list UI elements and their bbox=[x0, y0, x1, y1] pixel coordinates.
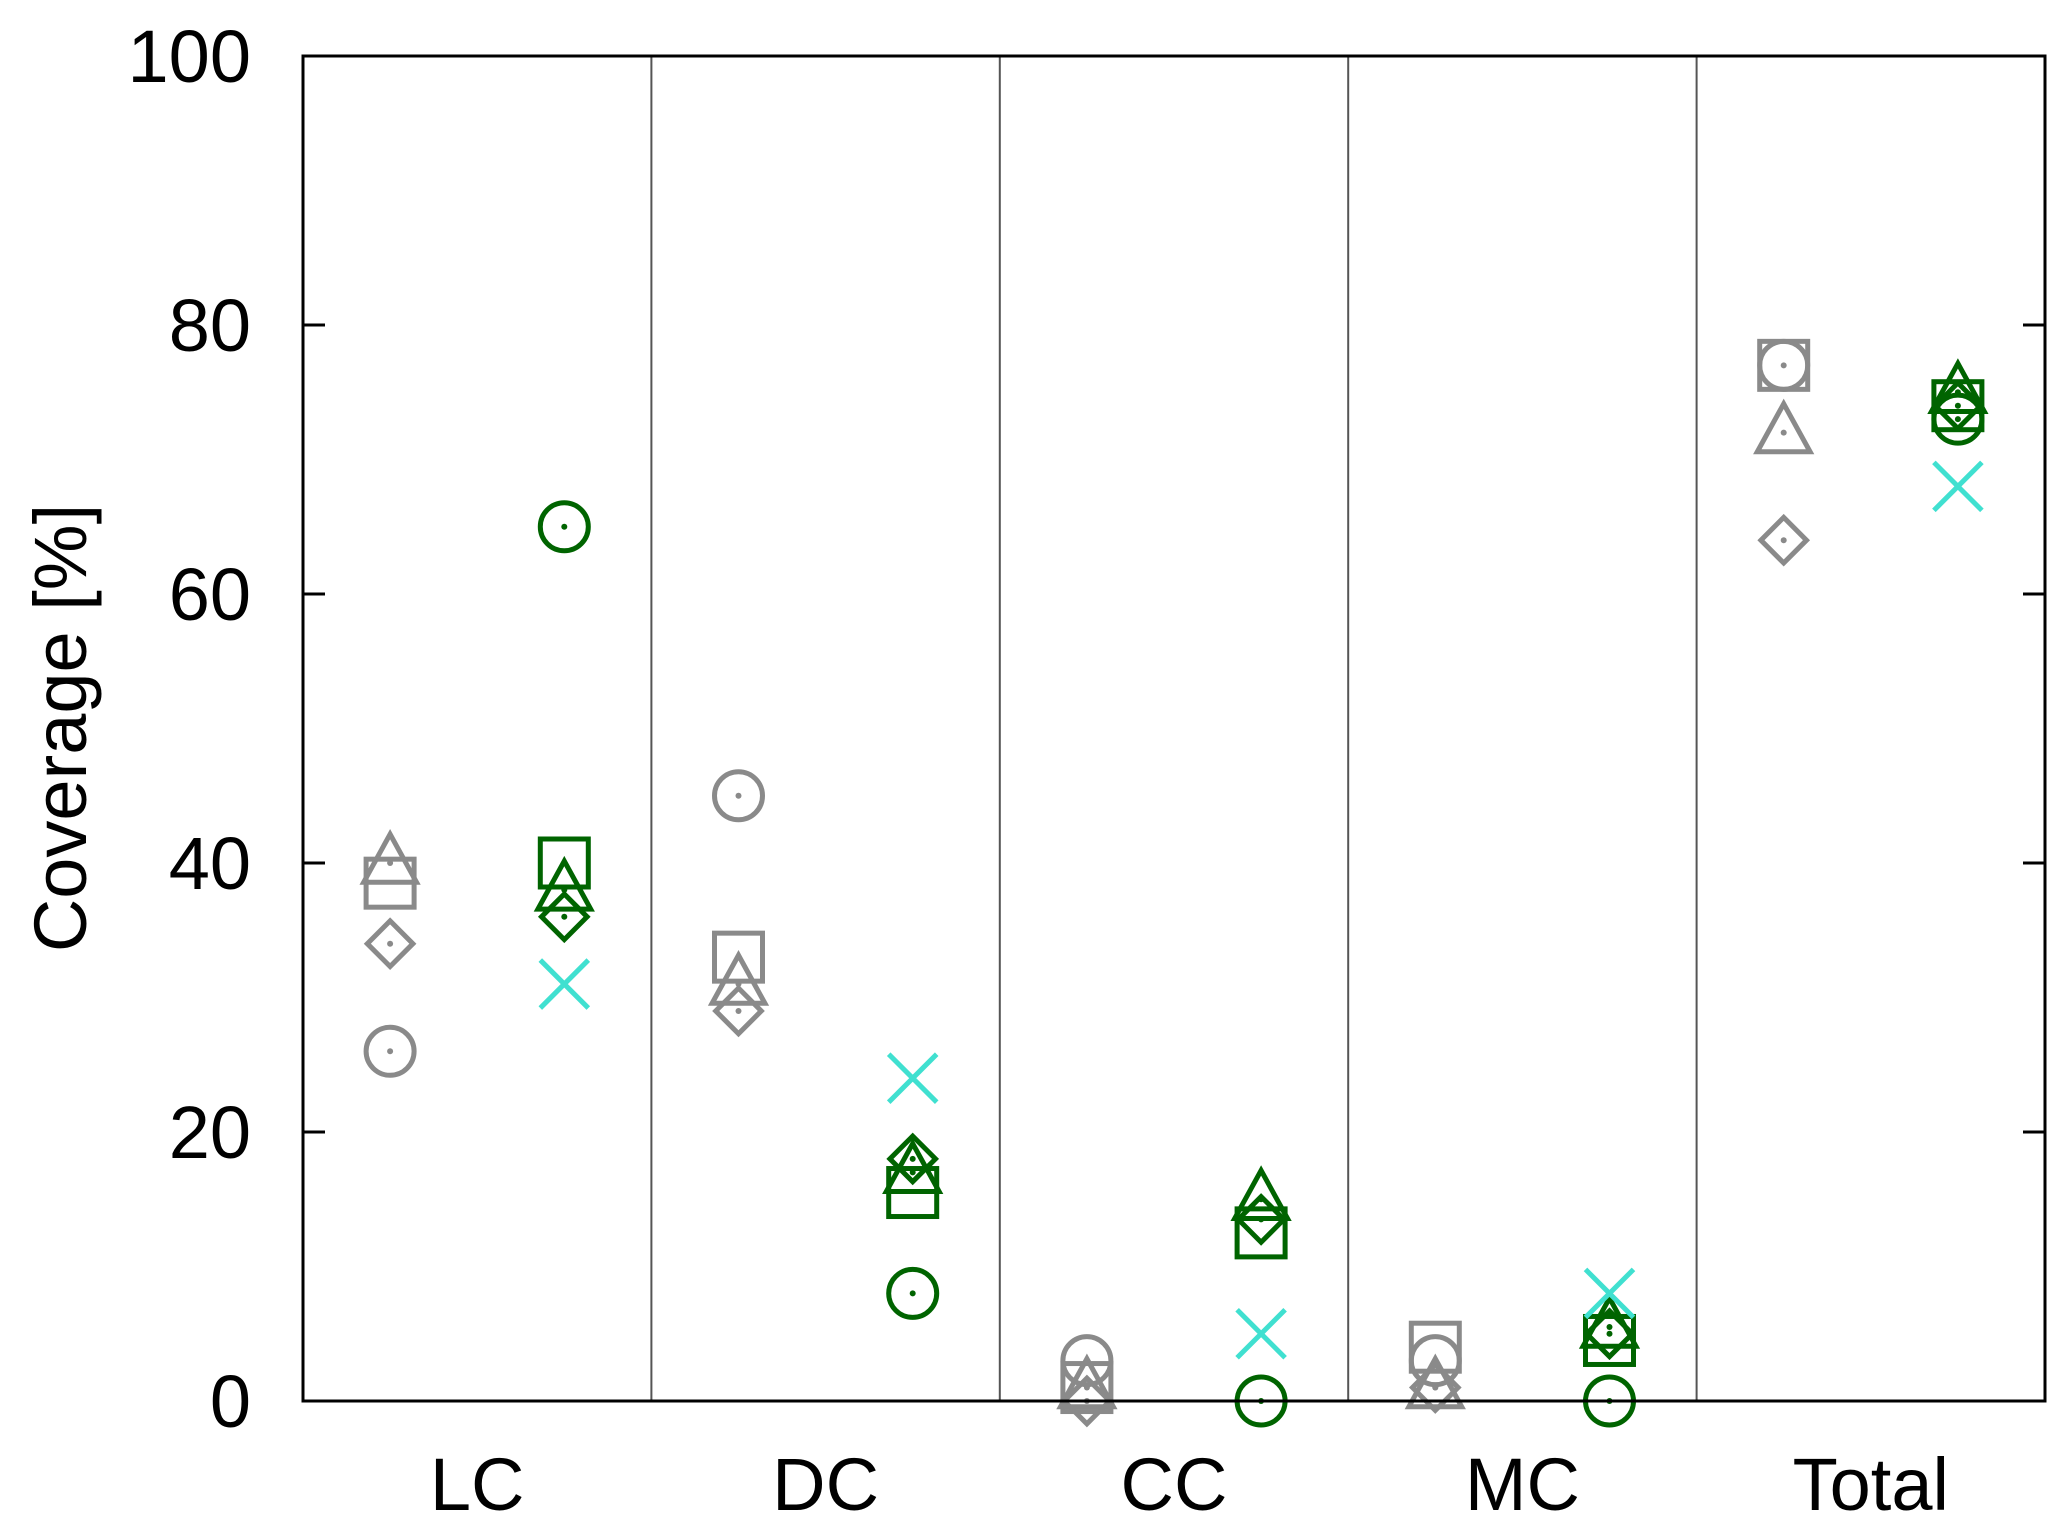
y-axis-ticks: 0 20 40 60 80 100 bbox=[128, 15, 2045, 1443]
x-tick-label: LC bbox=[430, 1443, 525, 1526]
data-point-gray-dotted-diamond bbox=[1757, 513, 1811, 567]
data-point-turquoise-cross bbox=[1583, 1267, 1636, 1320]
data-point-green-dotted-diamond bbox=[1583, 1307, 1636, 1361]
y-tick-label: 100 bbox=[128, 15, 251, 98]
marker-dot bbox=[1780, 362, 1787, 369]
marker-diamond bbox=[1757, 513, 1811, 567]
marker-dot bbox=[735, 1007, 742, 1014]
data-point-gray-dotted-circle bbox=[363, 1024, 417, 1078]
data-point-green-dotted-diamond bbox=[886, 1132, 940, 1186]
data-point-gray-dotted-diamond bbox=[1408, 1361, 1462, 1414]
y-tick-label: 0 bbox=[210, 1360, 251, 1443]
marker-triangle bbox=[707, 950, 770, 1006]
data-point-green-dotted-diamond bbox=[537, 890, 591, 944]
marker-cross-line bbox=[1583, 1267, 1636, 1320]
data-point-green-triangle bbox=[533, 855, 595, 912]
marker-square bbox=[1757, 338, 1811, 392]
marker-dot bbox=[561, 886, 568, 893]
x-tick-label: Total bbox=[1793, 1443, 1949, 1526]
marker-dot bbox=[1954, 416, 1961, 423]
y-tick-label: 20 bbox=[169, 1091, 251, 1174]
data-point-green-dotted-diamond bbox=[1931, 379, 1985, 433]
marker-diamond bbox=[886, 1132, 940, 1186]
marker-dot bbox=[735, 792, 742, 799]
data-point-gray-square bbox=[1408, 1320, 1462, 1374]
marker-square bbox=[1408, 1320, 1462, 1374]
marker-dot bbox=[1258, 1216, 1265, 1223]
data-point-gray-dotted-diamond bbox=[712, 984, 765, 1038]
data-point-gray-dotted-circle bbox=[1757, 338, 1811, 392]
marker-diamond bbox=[712, 984, 765, 1038]
data-point-gray-dotted-diamond bbox=[363, 917, 417, 971]
marker-circle bbox=[363, 1024, 417, 1078]
marker-circle bbox=[712, 769, 765, 823]
data-point-green-dotted-diamond bbox=[1234, 1193, 1288, 1246]
marker-dot bbox=[909, 1290, 916, 1297]
marker-cross-line bbox=[886, 1052, 939, 1104]
data-points bbox=[359, 338, 1989, 1428]
marker-square bbox=[1234, 1206, 1288, 1260]
marker-dot bbox=[561, 523, 568, 530]
marker-dot bbox=[1780, 429, 1787, 436]
marker-dot bbox=[1606, 1330, 1613, 1337]
plot-frame bbox=[301, 54, 2047, 1403]
y-tick-label: 60 bbox=[169, 553, 251, 636]
marker-dot bbox=[1432, 1384, 1439, 1391]
marker-diamond bbox=[537, 890, 591, 944]
marker-triangle bbox=[359, 829, 421, 885]
marker-diamond bbox=[1060, 1374, 1114, 1428]
data-point-turquoise-cross bbox=[538, 958, 591, 1010]
data-point-green-square bbox=[1234, 1206, 1288, 1260]
data-point-green-dotted-circle bbox=[886, 1266, 940, 1320]
marker-dot bbox=[1954, 402, 1961, 409]
data-point-gray-triangle bbox=[1056, 1353, 1118, 1410]
y-tick-label: 40 bbox=[169, 822, 251, 905]
marker-triangle bbox=[1927, 358, 1989, 414]
marker-dot bbox=[1780, 537, 1787, 544]
marker-dot bbox=[387, 940, 394, 947]
data-point-gray-triangle bbox=[707, 950, 770, 1006]
data-point-gray-square bbox=[1757, 338, 1811, 392]
category-separators bbox=[650, 56, 1698, 1401]
y-tick-label: 80 bbox=[169, 284, 251, 367]
marker-cross-line bbox=[538, 958, 591, 1010]
data-point-gray-triangle bbox=[359, 829, 421, 885]
y-axis-title: Coverage [%] bbox=[19, 504, 102, 952]
data-point-turquoise-cross bbox=[886, 1052, 939, 1104]
marker-dot bbox=[1083, 1384, 1090, 1391]
marker-dot bbox=[387, 1048, 394, 1055]
x-axis-labels: LC DC CC MC Total bbox=[430, 1443, 1949, 1526]
marker-cross-line bbox=[1235, 1307, 1287, 1360]
marker-diamond bbox=[1583, 1307, 1636, 1361]
marker-triangle bbox=[1753, 398, 1815, 455]
x-tick-label: CC bbox=[1121, 1443, 1228, 1526]
marker-triangle bbox=[1056, 1353, 1118, 1410]
marker-diamond bbox=[1408, 1361, 1462, 1414]
marker-diamond bbox=[1234, 1193, 1288, 1246]
marker-circle bbox=[886, 1266, 940, 1320]
data-point-turquoise-cross bbox=[1235, 1307, 1287, 1360]
data-point-turquoise-cross bbox=[1932, 460, 1984, 513]
marker-diamond bbox=[363, 917, 417, 971]
x-tick-label: MC bbox=[1465, 1443, 1580, 1526]
data-point-gray-dotted-circle bbox=[712, 769, 765, 823]
marker-cross-line bbox=[1932, 460, 1984, 513]
marker-dot bbox=[1606, 1324, 1613, 1331]
marker-diamond bbox=[1931, 379, 1985, 433]
marker-dot bbox=[909, 1169, 916, 1176]
marker-dot bbox=[561, 913, 568, 920]
data-point-gray-triangle bbox=[1753, 398, 1815, 455]
marker-triangle bbox=[1404, 1353, 1466, 1410]
data-point-green-triangle bbox=[1927, 358, 1989, 414]
marker-triangle bbox=[533, 855, 595, 912]
marker-dot bbox=[1954, 389, 1961, 396]
marker-dot bbox=[387, 860, 394, 866]
marker-circle bbox=[537, 500, 591, 554]
data-point-green-dotted-circle bbox=[537, 500, 591, 554]
marker-dot bbox=[909, 1155, 916, 1162]
marker-dot bbox=[735, 981, 742, 988]
x-tick-label: DC bbox=[772, 1443, 879, 1526]
